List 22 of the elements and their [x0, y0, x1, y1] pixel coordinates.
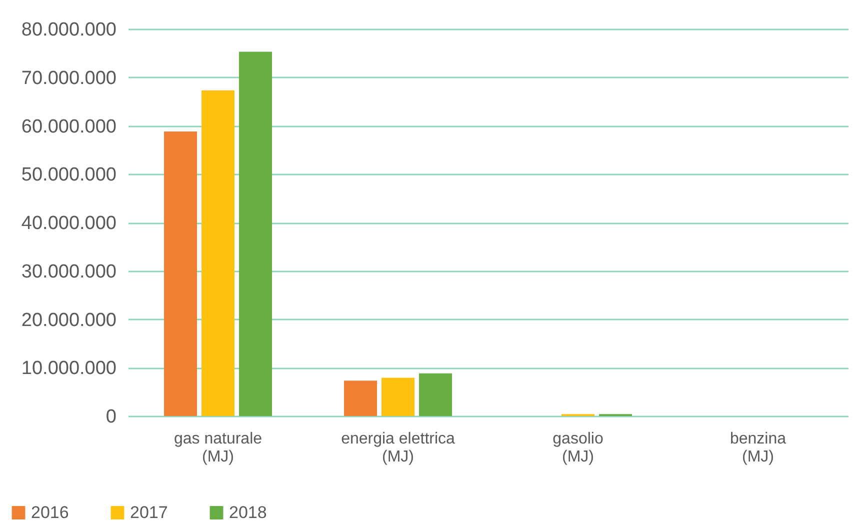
x-tick-label: gas naturale (MJ)	[174, 430, 262, 466]
legend-label: 2016	[31, 502, 69, 522]
bar	[202, 90, 234, 416]
bar	[419, 373, 452, 416]
x-tick-label: benzina (MJ)	[730, 430, 786, 466]
legend-label: 2017	[130, 502, 168, 522]
y-tick-label: 50.000.000	[21, 164, 116, 186]
y-tick-label: 0	[106, 406, 116, 428]
y-tick-label: 60.000.000	[21, 116, 116, 138]
bar	[239, 52, 272, 416]
y-tick-label: 40.000.000	[21, 213, 116, 234]
bar	[164, 132, 197, 416]
legend-label: 2018	[229, 502, 267, 522]
y-tick-label: 30.000.000	[21, 261, 116, 282]
x-tick-label: gasolio (MJ)	[552, 430, 604, 466]
bar	[344, 380, 377, 416]
y-tick-label: 80.000.000	[21, 20, 116, 40]
y-tick-label: 70.000.000	[21, 68, 116, 89]
bar	[382, 378, 414, 416]
y-tick-label: 20.000.000	[21, 310, 116, 331]
x-tick-label: energia elettrica (MJ)	[341, 430, 456, 466]
y-tick-label: 10.000.000	[21, 358, 116, 380]
